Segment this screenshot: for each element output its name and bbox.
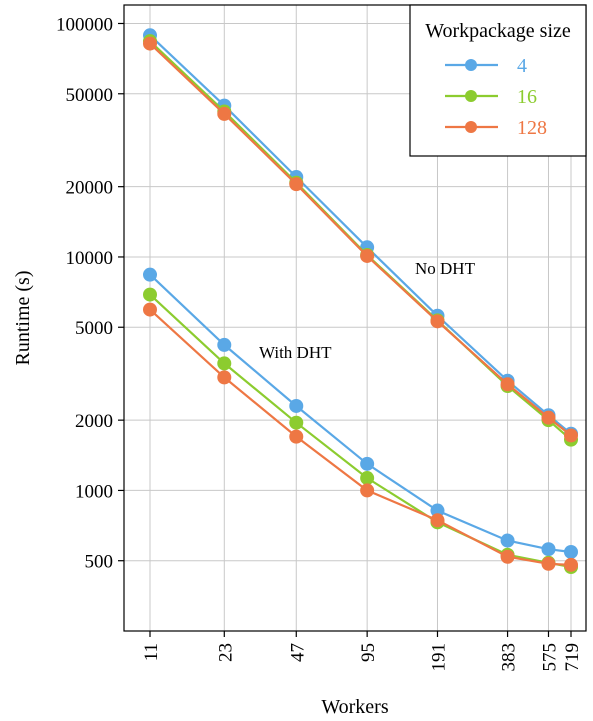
x-tick-label: 95 bbox=[358, 643, 379, 662]
y-tick-label: 1000 bbox=[75, 481, 113, 502]
legend: Workpackage size 4 16 128 bbox=[409, 4, 587, 157]
y-tick-label: 100000 bbox=[56, 14, 113, 35]
legend-marker bbox=[465, 90, 477, 102]
legend-label: 4 bbox=[517, 55, 527, 77]
x-tick-label: 383 bbox=[499, 643, 520, 672]
y-tick-label: 5000 bbox=[75, 318, 113, 339]
data-point bbox=[564, 557, 578, 572]
y-tick-label: 50000 bbox=[66, 85, 114, 106]
plot-frame bbox=[123, 4, 587, 632]
data-point bbox=[564, 428, 578, 443]
data-point bbox=[500, 377, 515, 392]
series-no-dht-128 bbox=[143, 36, 578, 443]
legend-title: Workpackage size bbox=[425, 20, 571, 42]
y-tick-label: 500 bbox=[85, 552, 114, 573]
data-point bbox=[289, 415, 304, 430]
data-point bbox=[143, 36, 157, 51]
data-point bbox=[143, 267, 157, 282]
data-point bbox=[360, 483, 375, 498]
series-line bbox=[149, 42, 572, 437]
series-with-dht-4 bbox=[143, 267, 578, 559]
annotation-with-dht: With DHT bbox=[259, 343, 332, 362]
data-point bbox=[541, 542, 556, 557]
x-axis-title: Workers bbox=[321, 696, 388, 718]
series-layer bbox=[143, 28, 578, 574]
data-point bbox=[430, 503, 445, 518]
data-point bbox=[217, 337, 232, 352]
x-tick-label: 47 bbox=[287, 643, 308, 662]
y-tick-label: 2000 bbox=[75, 411, 113, 432]
x-tick-label: 23 bbox=[215, 643, 236, 662]
y-tick-label: 10000 bbox=[66, 248, 114, 269]
data-point bbox=[289, 398, 304, 413]
data-point bbox=[360, 248, 375, 263]
x-axis-ticks: 11 23 47 95 191 383 575 719 bbox=[141, 631, 583, 672]
legend-marker bbox=[465, 59, 477, 71]
data-point bbox=[430, 513, 445, 528]
series-line bbox=[149, 34, 572, 435]
x-tick-label: 719 bbox=[562, 643, 583, 672]
data-point bbox=[541, 410, 556, 425]
legend-entries: 4 16 128 bbox=[445, 55, 547, 139]
y-axis-ticks: 500 1000 2000 5000 10000 20000 50000 100000 bbox=[56, 14, 124, 573]
legend-label: 128 bbox=[517, 117, 547, 139]
series-with-dht-128 bbox=[143, 302, 578, 572]
data-point bbox=[541, 556, 556, 571]
data-point bbox=[360, 471, 375, 486]
data-point bbox=[360, 456, 375, 471]
data-point bbox=[289, 429, 304, 444]
data-point bbox=[143, 302, 157, 317]
y-tick-label: 20000 bbox=[66, 178, 114, 199]
data-point bbox=[500, 549, 515, 564]
legend-marker bbox=[465, 121, 477, 133]
x-tick-label: 191 bbox=[428, 643, 449, 672]
data-point bbox=[217, 356, 232, 371]
y-axis-title: Runtime (s) bbox=[12, 271, 34, 366]
annotation-no-dht: No DHT bbox=[415, 259, 476, 278]
legend-label: 16 bbox=[517, 86, 537, 108]
data-point bbox=[564, 544, 578, 559]
data-point bbox=[289, 177, 304, 192]
data-point bbox=[500, 533, 515, 548]
data-point bbox=[143, 287, 157, 302]
data-point bbox=[430, 314, 445, 329]
data-point bbox=[217, 370, 232, 385]
x-tick-label: 575 bbox=[539, 643, 560, 672]
legend-box bbox=[409, 4, 587, 157]
data-point bbox=[217, 106, 232, 121]
x-tick-label: 11 bbox=[141, 643, 162, 661]
